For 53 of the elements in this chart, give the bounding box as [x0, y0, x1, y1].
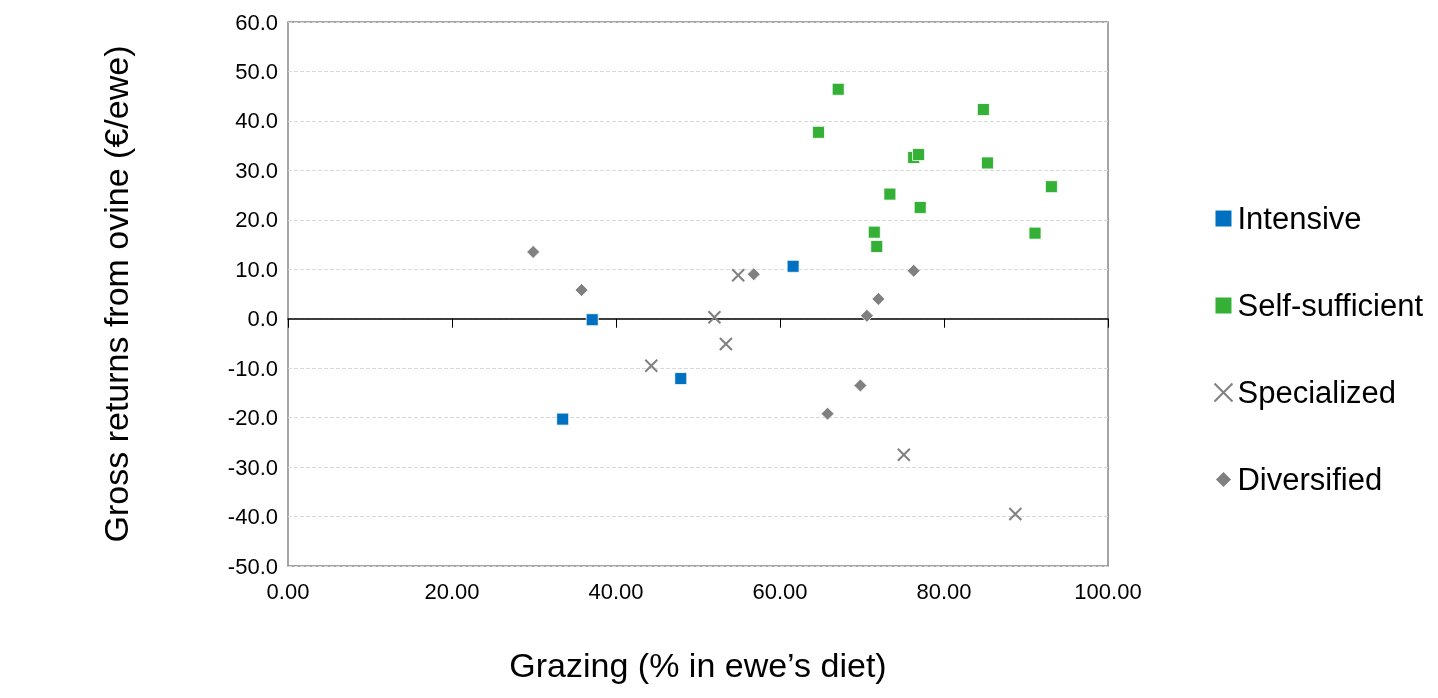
point [906, 263, 921, 278]
x-tick-label: 60.00 [752, 578, 808, 604]
point [871, 292, 886, 306]
y-axis-title: Gross returns from ovine (€/ewe) [97, 45, 135, 543]
y-tick-label: 30.0 [235, 157, 278, 183]
y-tick-label: 60.0 [235, 9, 278, 35]
point [674, 372, 688, 385]
point [867, 225, 881, 239]
point [831, 82, 845, 96]
point [574, 283, 589, 297]
point [976, 103, 990, 116]
x-tick-label: 100.00 [1074, 578, 1142, 604]
x-tick-label: 80.00 [916, 578, 972, 604]
point [556, 412, 570, 426]
y-tick-label: 40.0 [235, 108, 278, 134]
x-tick-label: 40.00 [588, 578, 644, 604]
point [812, 125, 825, 139]
point [860, 308, 874, 323]
legend-label: Intensive [1237, 201, 1362, 236]
point [896, 447, 911, 462]
point [746, 267, 761, 282]
point [731, 268, 746, 283]
point [981, 156, 994, 170]
y-tick-label: 0.0 [247, 306, 278, 332]
point [883, 187, 897, 201]
legend-label: Diversified [1237, 462, 1383, 497]
legend-label: Self-sufficient [1237, 288, 1424, 323]
y-tick-label: -20.0 [227, 405, 278, 431]
legend-label: Specialized [1237, 375, 1397, 410]
point [1028, 226, 1042, 240]
point [870, 240, 884, 253]
y-tick-label: -30.0 [227, 454, 278, 480]
point [786, 259, 800, 273]
x-tick-label: 0.00 [266, 578, 310, 604]
point [644, 358, 659, 373]
y-tick-label: 50.0 [235, 58, 278, 84]
y-tick-label: -50.0 [227, 553, 278, 579]
x-axis-title: Grazing (% in ewe’s diet) [509, 646, 887, 684]
point [1008, 507, 1023, 522]
point [707, 310, 722, 325]
point [853, 378, 868, 393]
point [585, 313, 599, 327]
x-tick-label: 20.00 [424, 578, 480, 604]
point [820, 406, 835, 421]
y-tick-label: -40.0 [227, 504, 278, 530]
y-tick-label: -10.0 [227, 355, 278, 381]
y-tick-label: 10.0 [235, 256, 278, 282]
point [912, 148, 925, 161]
point [526, 245, 541, 259]
point [718, 336, 733, 351]
y-tick-label: 20.0 [235, 207, 278, 233]
point [913, 201, 927, 214]
point [1045, 180, 1058, 194]
